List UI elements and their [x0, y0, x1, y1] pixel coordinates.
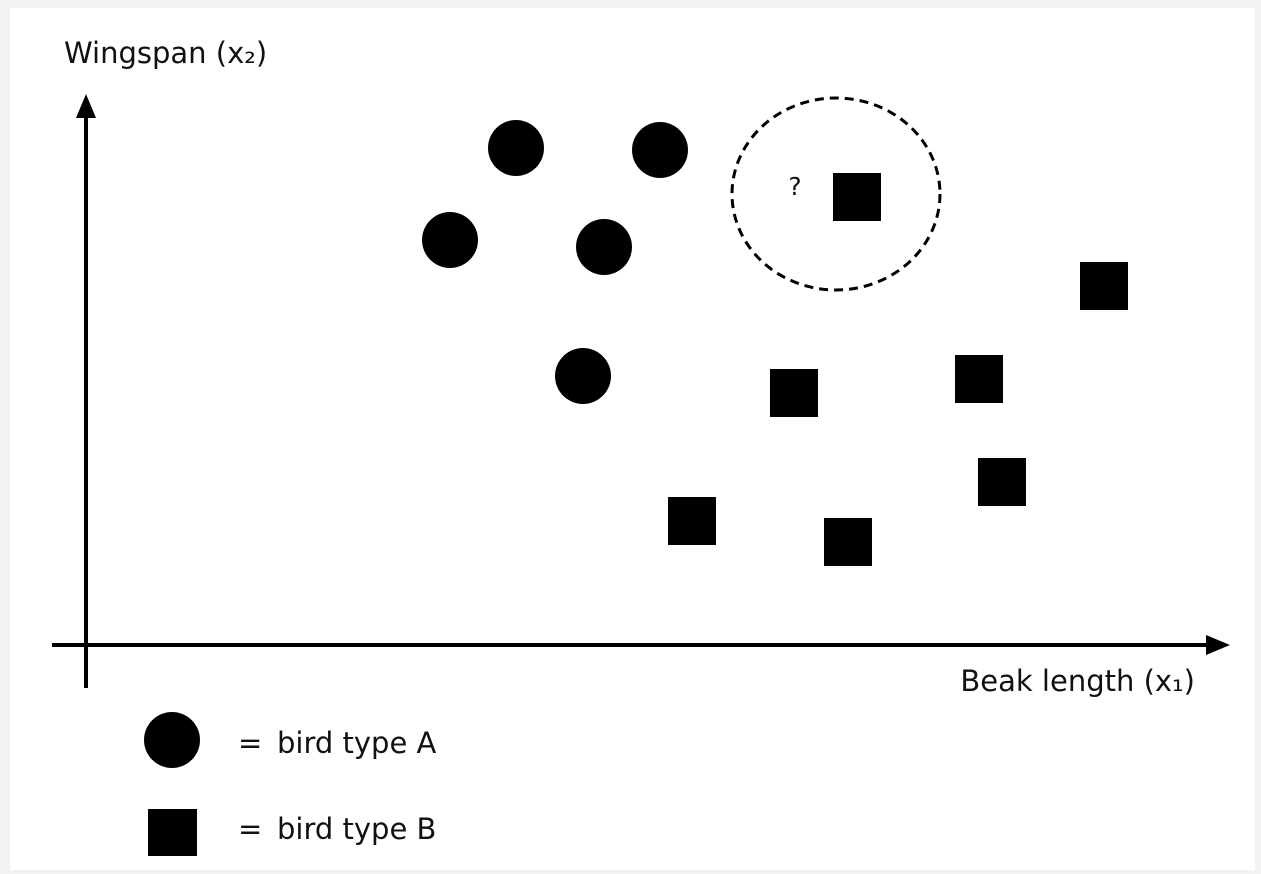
x-arrow [1206, 635, 1230, 655]
point-a [488, 120, 544, 176]
y-axis-label: Wingspan (x₂) [64, 36, 267, 70]
query-mark: ? [788, 172, 801, 201]
point-b [824, 518, 872, 566]
point-b [1080, 262, 1128, 310]
type-b-points [668, 173, 1128, 566]
point-a [555, 348, 611, 404]
point-a [632, 122, 688, 178]
type-a-points [422, 120, 688, 404]
y-arrow [76, 94, 96, 118]
point-b [770, 369, 818, 417]
x-axis-label: Beak length (x₁) [960, 664, 1195, 698]
point-b [833, 173, 881, 221]
point-a [576, 219, 632, 275]
legend-label: bird type A [277, 726, 437, 760]
legend-label: bird type B [277, 812, 436, 846]
legend-equals: = [238, 726, 262, 760]
point-b [978, 458, 1026, 506]
legend-circle [144, 712, 200, 768]
point-a [422, 212, 478, 268]
neighborhood-circle [730, 96, 942, 292]
point-b [955, 355, 1003, 403]
point-b [668, 497, 716, 545]
legend-square [148, 809, 197, 856]
legend-equals: = [238, 812, 262, 846]
